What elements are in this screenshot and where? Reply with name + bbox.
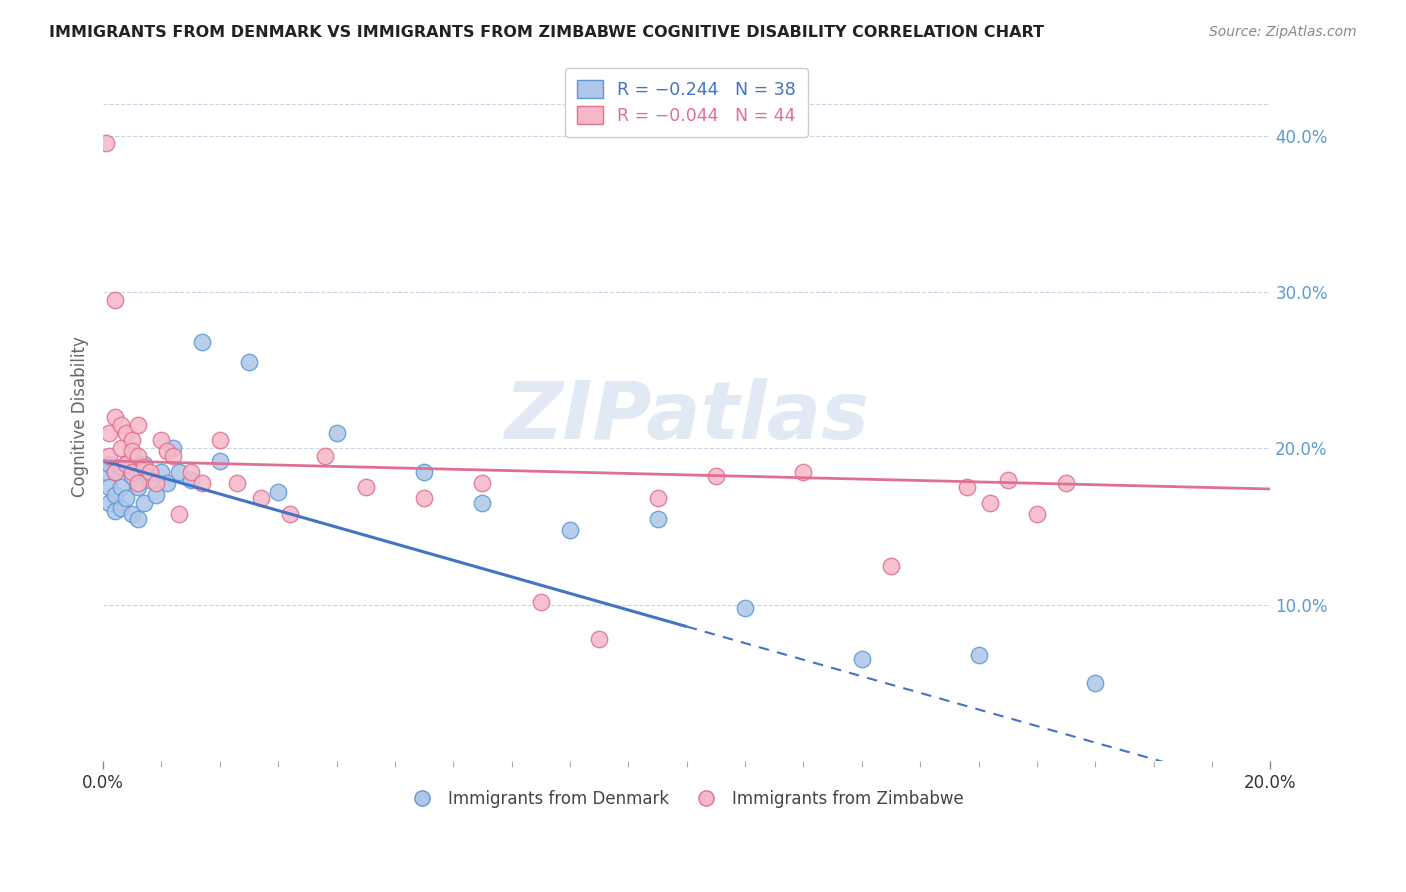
Point [471,496,494,510]
Point [115,425,138,440]
Point [145,488,167,502]
Point [139,473,162,487]
Point [325,425,347,440]
Point [267,485,290,500]
Point [249,491,271,506]
Point [127,511,149,525]
Point [1084,676,1107,690]
Point [226,475,249,490]
Point [98,425,121,440]
Point [110,417,132,432]
Y-axis label: Cognitive Disability: Cognitive Disability [72,336,89,498]
Point [162,449,184,463]
Point [94,136,117,151]
Point [94,465,117,479]
Point [588,632,610,646]
Point [127,417,149,432]
Legend: Immigrants from Denmark, Immigrants from Zimbabwe: Immigrants from Denmark, Immigrants from… [402,783,970,814]
Point [180,473,202,487]
Point [145,475,167,490]
Point [354,480,377,494]
Point [110,480,132,494]
Text: ZIPatlas: ZIPatlas [505,378,869,456]
Point [191,475,214,490]
Point [127,449,149,463]
Point [121,434,143,448]
Point [127,480,149,494]
Point [792,465,814,479]
Point [121,507,143,521]
Point [704,469,727,483]
Point [167,465,190,479]
Point [167,507,190,521]
Point [121,465,143,479]
Point [208,454,231,468]
Point [98,496,121,510]
Point [115,457,138,471]
Point [997,473,1019,487]
Point [851,652,873,666]
Point [132,460,155,475]
Point [1054,475,1077,490]
Point [98,449,121,463]
Point [880,558,903,573]
Point [647,511,669,525]
Point [734,600,756,615]
Point [104,465,127,479]
Point [471,475,494,490]
Point [121,469,143,483]
Point [139,465,162,479]
Point [150,465,173,479]
Point [98,480,121,494]
Point [180,465,202,479]
Point [115,491,138,506]
Point [1025,507,1047,521]
Point [956,480,979,494]
Point [314,449,336,463]
Point [150,434,173,448]
Point [104,504,127,518]
Point [104,293,127,307]
Point [127,475,149,490]
Point [647,491,669,506]
Point [132,457,155,471]
Text: Source: ZipAtlas.com: Source: ZipAtlas.com [1209,25,1357,39]
Point [238,355,260,369]
Point [413,491,436,506]
Point [156,444,179,458]
Point [104,410,127,425]
Point [162,442,184,456]
Point [110,500,132,515]
Point [979,496,1001,510]
Point [132,496,155,510]
Point [121,444,143,458]
Point [110,460,132,475]
Point [191,334,214,349]
Point [278,507,301,521]
Point [967,648,990,662]
Point [558,523,581,537]
Point [208,434,231,448]
Point [104,465,127,479]
Point [530,594,553,608]
Text: IMMIGRANTS FROM DENMARK VS IMMIGRANTS FROM ZIMBABWE COGNITIVE DISABILITY CORRELA: IMMIGRANTS FROM DENMARK VS IMMIGRANTS FR… [49,25,1045,40]
Point [115,457,138,471]
Point [156,475,179,490]
Point [98,457,121,471]
Point [104,488,127,502]
Point [110,442,132,456]
Point [413,465,436,479]
